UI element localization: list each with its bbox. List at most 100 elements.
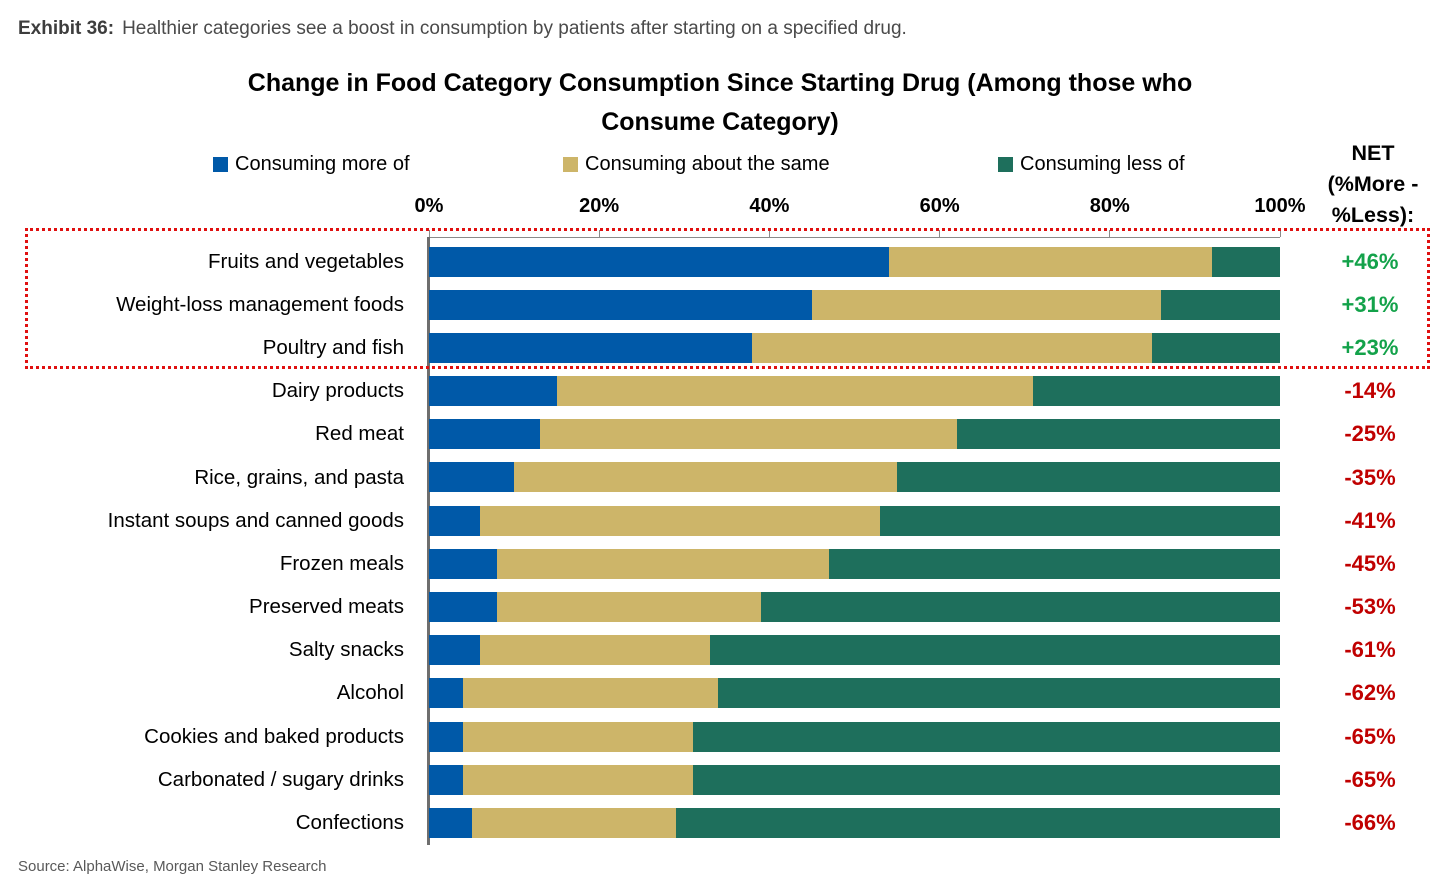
category-axis-line: [427, 237, 430, 845]
chart-row: Alcohol -62%: [0, 672, 1456, 715]
category-label: Fruits and vegetables: [207, 249, 404, 273]
bar-track: [429, 376, 1280, 407]
exhibit-description: Healthier categories see a boost in cons…: [122, 18, 907, 39]
chart-row: Weight-loss management foods +31%: [0, 283, 1456, 326]
x-axis-tick-label: 100%: [1254, 195, 1306, 217]
bar-segment-more: [429, 764, 464, 795]
bar-segment-less: [956, 419, 1280, 450]
exhibit-header: Exhibit 36: Healthier categories see a bo…: [18, 18, 907, 40]
bar-segment-same: [752, 332, 1153, 363]
category-label: Salty snacks: [288, 638, 404, 662]
bar-segment-more: [429, 592, 498, 622]
chart-row: Confections -66%: [0, 801, 1456, 844]
bar-track: [429, 419, 1280, 450]
chart-row: Red meat -25%: [0, 413, 1456, 456]
bar-segment-more: [429, 505, 481, 536]
bar-segment-less: [1160, 289, 1280, 320]
chart-row: Rice, grains, and pasta -35%: [0, 456, 1456, 499]
legend-swatch: [213, 157, 228, 172]
bar-track: [429, 678, 1280, 709]
net-value: -66%: [1344, 810, 1396, 836]
source-note: Source: AlphaWise, Morgan Stanley Resear…: [18, 858, 327, 875]
bar-segment-less: [675, 807, 1280, 838]
bar-segment-less: [1211, 246, 1280, 277]
bar-track: [429, 246, 1280, 277]
bar-segment-more: [429, 635, 481, 666]
net-value: -61%: [1344, 637, 1396, 663]
bar-segment-less: [897, 462, 1280, 493]
category-label: Alcohol: [336, 681, 404, 705]
bar-segment-less: [709, 635, 1280, 666]
x-axis-tick-label: 40%: [749, 195, 790, 217]
x-axis-tick-label: 80%: [1089, 195, 1130, 217]
bar-track: [429, 505, 1280, 536]
category-label: Weight-loss management foods: [116, 292, 404, 316]
net-value: -25%: [1344, 421, 1396, 447]
net-value: +46%: [1341, 248, 1399, 274]
bar-segment-same: [480, 505, 881, 536]
bar-segment-less: [760, 592, 1280, 622]
bar-segment-more: [429, 332, 753, 363]
chart-row: Carbonated / sugary drinks -65%: [0, 758, 1456, 801]
legend-swatch: [998, 157, 1013, 172]
chart-title: Change in Food Category Consumption Sinc…: [205, 64, 1235, 142]
net-value: -53%: [1344, 594, 1396, 620]
bar-segment-same: [463, 721, 693, 752]
legend-item: Consuming more of: [213, 153, 410, 176]
x-axis-tick-mark: [428, 230, 430, 237]
net-header-line2: (%More -: [1327, 172, 1419, 197]
chart-row: Dairy products -14%: [0, 370, 1456, 413]
bar-track: [429, 332, 1280, 363]
legend-item: Consuming less of: [998, 153, 1185, 176]
x-axis-tick-label: 20%: [579, 195, 620, 217]
net-value: -65%: [1344, 723, 1396, 749]
bar-segment-same: [497, 592, 761, 622]
x-axis-tick-mark: [598, 230, 600, 237]
bar-segment-more: [429, 548, 498, 579]
bar-segment-more: [429, 246, 889, 277]
bar-segment-more: [429, 721, 464, 752]
net-value: -41%: [1344, 507, 1396, 533]
bar-segment-more: [429, 807, 472, 838]
net-value: -65%: [1344, 766, 1396, 792]
chart-row: Frozen meals -45%: [0, 542, 1456, 585]
bar-track: [429, 721, 1280, 752]
bar-rows: Fruits and vegetables +46% Weight-loss m…: [0, 240, 1456, 845]
x-axis-tick-mark: [1109, 230, 1111, 237]
category-label: Dairy products: [271, 379, 404, 403]
category-label: Preserved meats: [249, 595, 404, 619]
exhibit-label: Exhibit 36:: [18, 18, 115, 39]
bar-segment-same: [463, 764, 693, 795]
bar-track: [429, 635, 1280, 666]
net-value: +23%: [1341, 334, 1399, 360]
bar-segment-less: [1152, 332, 1280, 363]
net-header-line3: %Less):: [1331, 203, 1415, 228]
x-axis-tick-labels: 0% 20% 40% 60% 80% 100%: [415, 195, 1306, 221]
chart-row: Preserved meats -53%: [0, 586, 1456, 629]
net-column-header: NET (%More - %Less):: [1302, 138, 1444, 232]
legend-label: Consuming less of: [1020, 153, 1185, 175]
net-value: -35%: [1344, 464, 1396, 490]
chart-row: Cookies and baked products -65%: [0, 715, 1456, 758]
bar-track: [429, 592, 1280, 622]
bar-segment-more: [429, 678, 464, 709]
bar-track: [429, 462, 1280, 493]
bar-segment-less: [718, 678, 1280, 709]
bar-segment-less: [828, 548, 1280, 579]
chart-row: Poultry and fish +23%: [0, 326, 1456, 369]
chart-title-line2: Consume Category): [601, 107, 839, 136]
bar-segment-more: [429, 419, 540, 450]
bar-segment-less: [1033, 376, 1280, 407]
legend-label: Consuming about the same: [585, 153, 830, 175]
bar-segment-same: [556, 376, 1034, 407]
highlight-box: [25, 228, 1430, 369]
category-label: Carbonated / sugary drinks: [157, 767, 404, 791]
category-label: Poultry and fish: [262, 335, 404, 359]
legend-label: Consuming more of: [235, 153, 410, 175]
net-value: -14%: [1344, 378, 1396, 404]
category-label: Rice, grains, and pasta: [194, 465, 404, 489]
category-label: Frozen meals: [279, 551, 404, 575]
category-label: Red meat: [315, 422, 404, 446]
x-axis-tick-mark: [939, 230, 941, 237]
